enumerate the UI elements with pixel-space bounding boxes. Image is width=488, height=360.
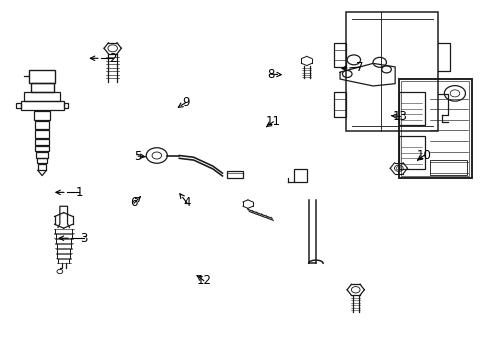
- Text: 1: 1: [75, 186, 83, 199]
- Bar: [333, 43, 345, 67]
- Text: 4: 4: [183, 197, 190, 210]
- Bar: [293, 168, 307, 182]
- Bar: [37, 158, 47, 163]
- Text: 5: 5: [134, 149, 142, 162]
- Text: 6: 6: [130, 197, 138, 210]
- Bar: [35, 139, 49, 145]
- Text: 10: 10: [416, 149, 431, 162]
- Bar: [24, 92, 60, 101]
- Bar: [398, 91, 425, 125]
- Text: 7: 7: [355, 60, 363, 73]
- Bar: [63, 103, 68, 108]
- Bar: [35, 130, 49, 138]
- Bar: [34, 111, 50, 120]
- Bar: [429, 161, 466, 175]
- Bar: [35, 121, 49, 129]
- Bar: [401, 81, 468, 176]
- Text: 11: 11: [265, 115, 280, 128]
- Bar: [29, 70, 55, 83]
- Bar: [31, 83, 54, 92]
- Bar: [35, 145, 49, 151]
- Bar: [398, 136, 425, 169]
- Text: 9: 9: [182, 96, 189, 109]
- Bar: [36, 152, 48, 158]
- Text: 3: 3: [80, 232, 87, 245]
- Bar: [345, 12, 438, 131]
- Bar: [398, 79, 471, 178]
- Text: 13: 13: [392, 110, 407, 123]
- Bar: [333, 92, 345, 117]
- Text: 12: 12: [196, 274, 211, 287]
- Text: 8: 8: [266, 68, 274, 81]
- Bar: [20, 101, 63, 110]
- Bar: [38, 164, 46, 170]
- Bar: [227, 171, 242, 179]
- Text: 2: 2: [109, 52, 116, 65]
- Bar: [16, 103, 20, 108]
